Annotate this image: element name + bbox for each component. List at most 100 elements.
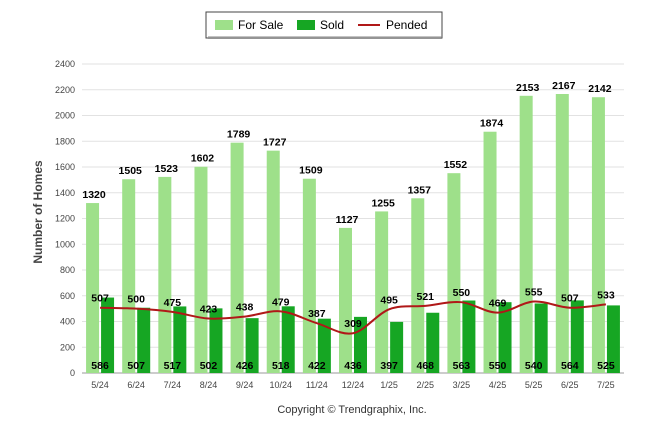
- x-tick-label: 6/24: [127, 380, 145, 390]
- bar-for-sale: [158, 176, 172, 373]
- label-sold: 426: [236, 360, 254, 372]
- label-for-sale: 1874: [480, 118, 504, 130]
- label-sold: 507: [127, 360, 145, 372]
- y-axis-label: Number of Homes: [31, 160, 45, 264]
- bar-for-sale: [339, 227, 352, 373]
- label-sold: 517: [164, 360, 182, 372]
- bar-sold: [390, 321, 404, 373]
- label-sold: 540: [525, 360, 543, 372]
- x-tick-label: 5/24: [91, 380, 109, 390]
- label-for-sale: 1602: [191, 153, 215, 165]
- y-tick-label: 1800: [55, 136, 75, 146]
- label-for-sale: 1552: [444, 159, 468, 171]
- bar-for-sale: [519, 95, 533, 374]
- bar-sold: [570, 300, 584, 373]
- label-pended: 495: [380, 294, 398, 306]
- legend-label-sold: Sold: [320, 18, 344, 32]
- label-sold: 397: [380, 360, 398, 372]
- label-sold: 502: [200, 360, 218, 372]
- x-tick-label: 1/25: [380, 380, 398, 390]
- x-tick-label: 7/24: [164, 380, 182, 390]
- legend-box: [205, 11, 443, 39]
- legend-label-pended: Pended: [386, 18, 427, 32]
- bar-sold: [173, 306, 187, 373]
- bar-for-sale: [555, 93, 569, 373]
- legend-label-for-sale: For Sale: [238, 18, 284, 32]
- label-for-sale: 1127: [336, 214, 359, 226]
- y-axis-ticks: 0 200 400 600 800 1000 1200 1400 1600 1800 2000 220…: [55, 59, 75, 378]
- label-pended: 533: [597, 289, 615, 301]
- label-sold: 468: [417, 360, 435, 372]
- bar-for-sale: [230, 142, 244, 373]
- y-tick-label: 0: [70, 368, 75, 378]
- x-tick-label: 3/25: [453, 380, 471, 390]
- label-pended: 387: [308, 308, 326, 320]
- label-for-sale: 1509: [299, 165, 323, 177]
- x-tick-label: 4/25: [489, 380, 507, 390]
- x-tick-label: 9/24: [236, 380, 254, 390]
- label-pended: 555: [525, 287, 543, 299]
- label-for-sale: 1505: [119, 165, 143, 177]
- bar-for-sale: [86, 203, 100, 373]
- label-for-sale: 1320: [82, 189, 106, 201]
- pended-line: [100, 300, 607, 335]
- x-tick-label: 10/24: [269, 380, 292, 390]
- bar-sold: [426, 312, 440, 373]
- copyright-footer: Copyright © Trendgraphix, Inc.: [277, 404, 426, 416]
- x-tick-label: 6/25: [561, 380, 579, 390]
- label-pended: 479: [272, 296, 290, 308]
- y-tick-label: 400: [60, 317, 75, 327]
- label-for-sale: 1789: [227, 129, 251, 141]
- y-tick-label: 600: [60, 291, 75, 301]
- y-tick-label: 1200: [55, 214, 75, 224]
- y-tick-label: 800: [60, 265, 75, 275]
- bar-for-sale: [194, 166, 208, 373]
- bar-for-sale: [122, 179, 136, 373]
- label-sold: 525: [597, 360, 615, 372]
- bar-sold: [317, 318, 331, 373]
- legend-swatch-for-sale: [215, 20, 233, 30]
- label-for-sale: 2167: [552, 80, 576, 92]
- bar-for-sale: [447, 173, 461, 373]
- bar-sold: [281, 306, 295, 373]
- label-sold: 550: [489, 360, 507, 372]
- data-labels: 1320 507 586 1505 500 507 1523 475 517 1602 423 502…: [82, 80, 614, 372]
- bar-sold: [606, 305, 620, 373]
- label-for-sale: 1727: [263, 137, 287, 149]
- gridlines: [82, 63, 624, 374]
- y-tick-label: 2000: [55, 111, 75, 121]
- label-pended: 423: [200, 304, 218, 316]
- y-tick-label: 200: [60, 342, 75, 352]
- y-tick-label: 1000: [55, 239, 75, 249]
- label-pended: 521: [417, 291, 435, 303]
- y-tick-label: 1400: [55, 188, 75, 198]
- legend-swatch-sold: [297, 20, 315, 30]
- y-tick-label: 1600: [55, 162, 75, 172]
- x-tick-label: 12/24: [342, 380, 365, 390]
- label-for-sale: 2153: [516, 82, 540, 94]
- bar-sold: [245, 318, 259, 373]
- label-for-sale: 1357: [408, 184, 432, 196]
- legend-shadow: [208, 36, 442, 39]
- x-tick-label: 11/24: [306, 380, 328, 390]
- x-tick-label: 7/25: [597, 380, 615, 390]
- label-for-sale: 1523: [155, 163, 179, 175]
- x-axis-ticks: 5/24 6/24 7/24 8/24 9/24 10/24 11/24 12/24 1/25 2…: [91, 380, 614, 390]
- bar-sold: [209, 308, 223, 373]
- label-pended: 550: [453, 287, 471, 299]
- label-sold: 563: [453, 360, 471, 372]
- bar-sold: [534, 303, 548, 373]
- y-tick-label: 2200: [55, 85, 75, 95]
- bar-sold: [137, 307, 151, 373]
- label-pended: 438: [236, 302, 254, 314]
- label-sold: 422: [308, 360, 326, 372]
- label-for-sale: 1255: [371, 197, 395, 209]
- label-for-sale: 2142: [588, 83, 612, 95]
- bar-sold: [498, 302, 512, 373]
- label-pended: 500: [127, 294, 145, 306]
- label-sold: 436: [344, 360, 362, 372]
- bar-sold: [101, 297, 115, 373]
- x-tick-label: 5/25: [525, 380, 543, 390]
- label-sold: 564: [561, 360, 579, 372]
